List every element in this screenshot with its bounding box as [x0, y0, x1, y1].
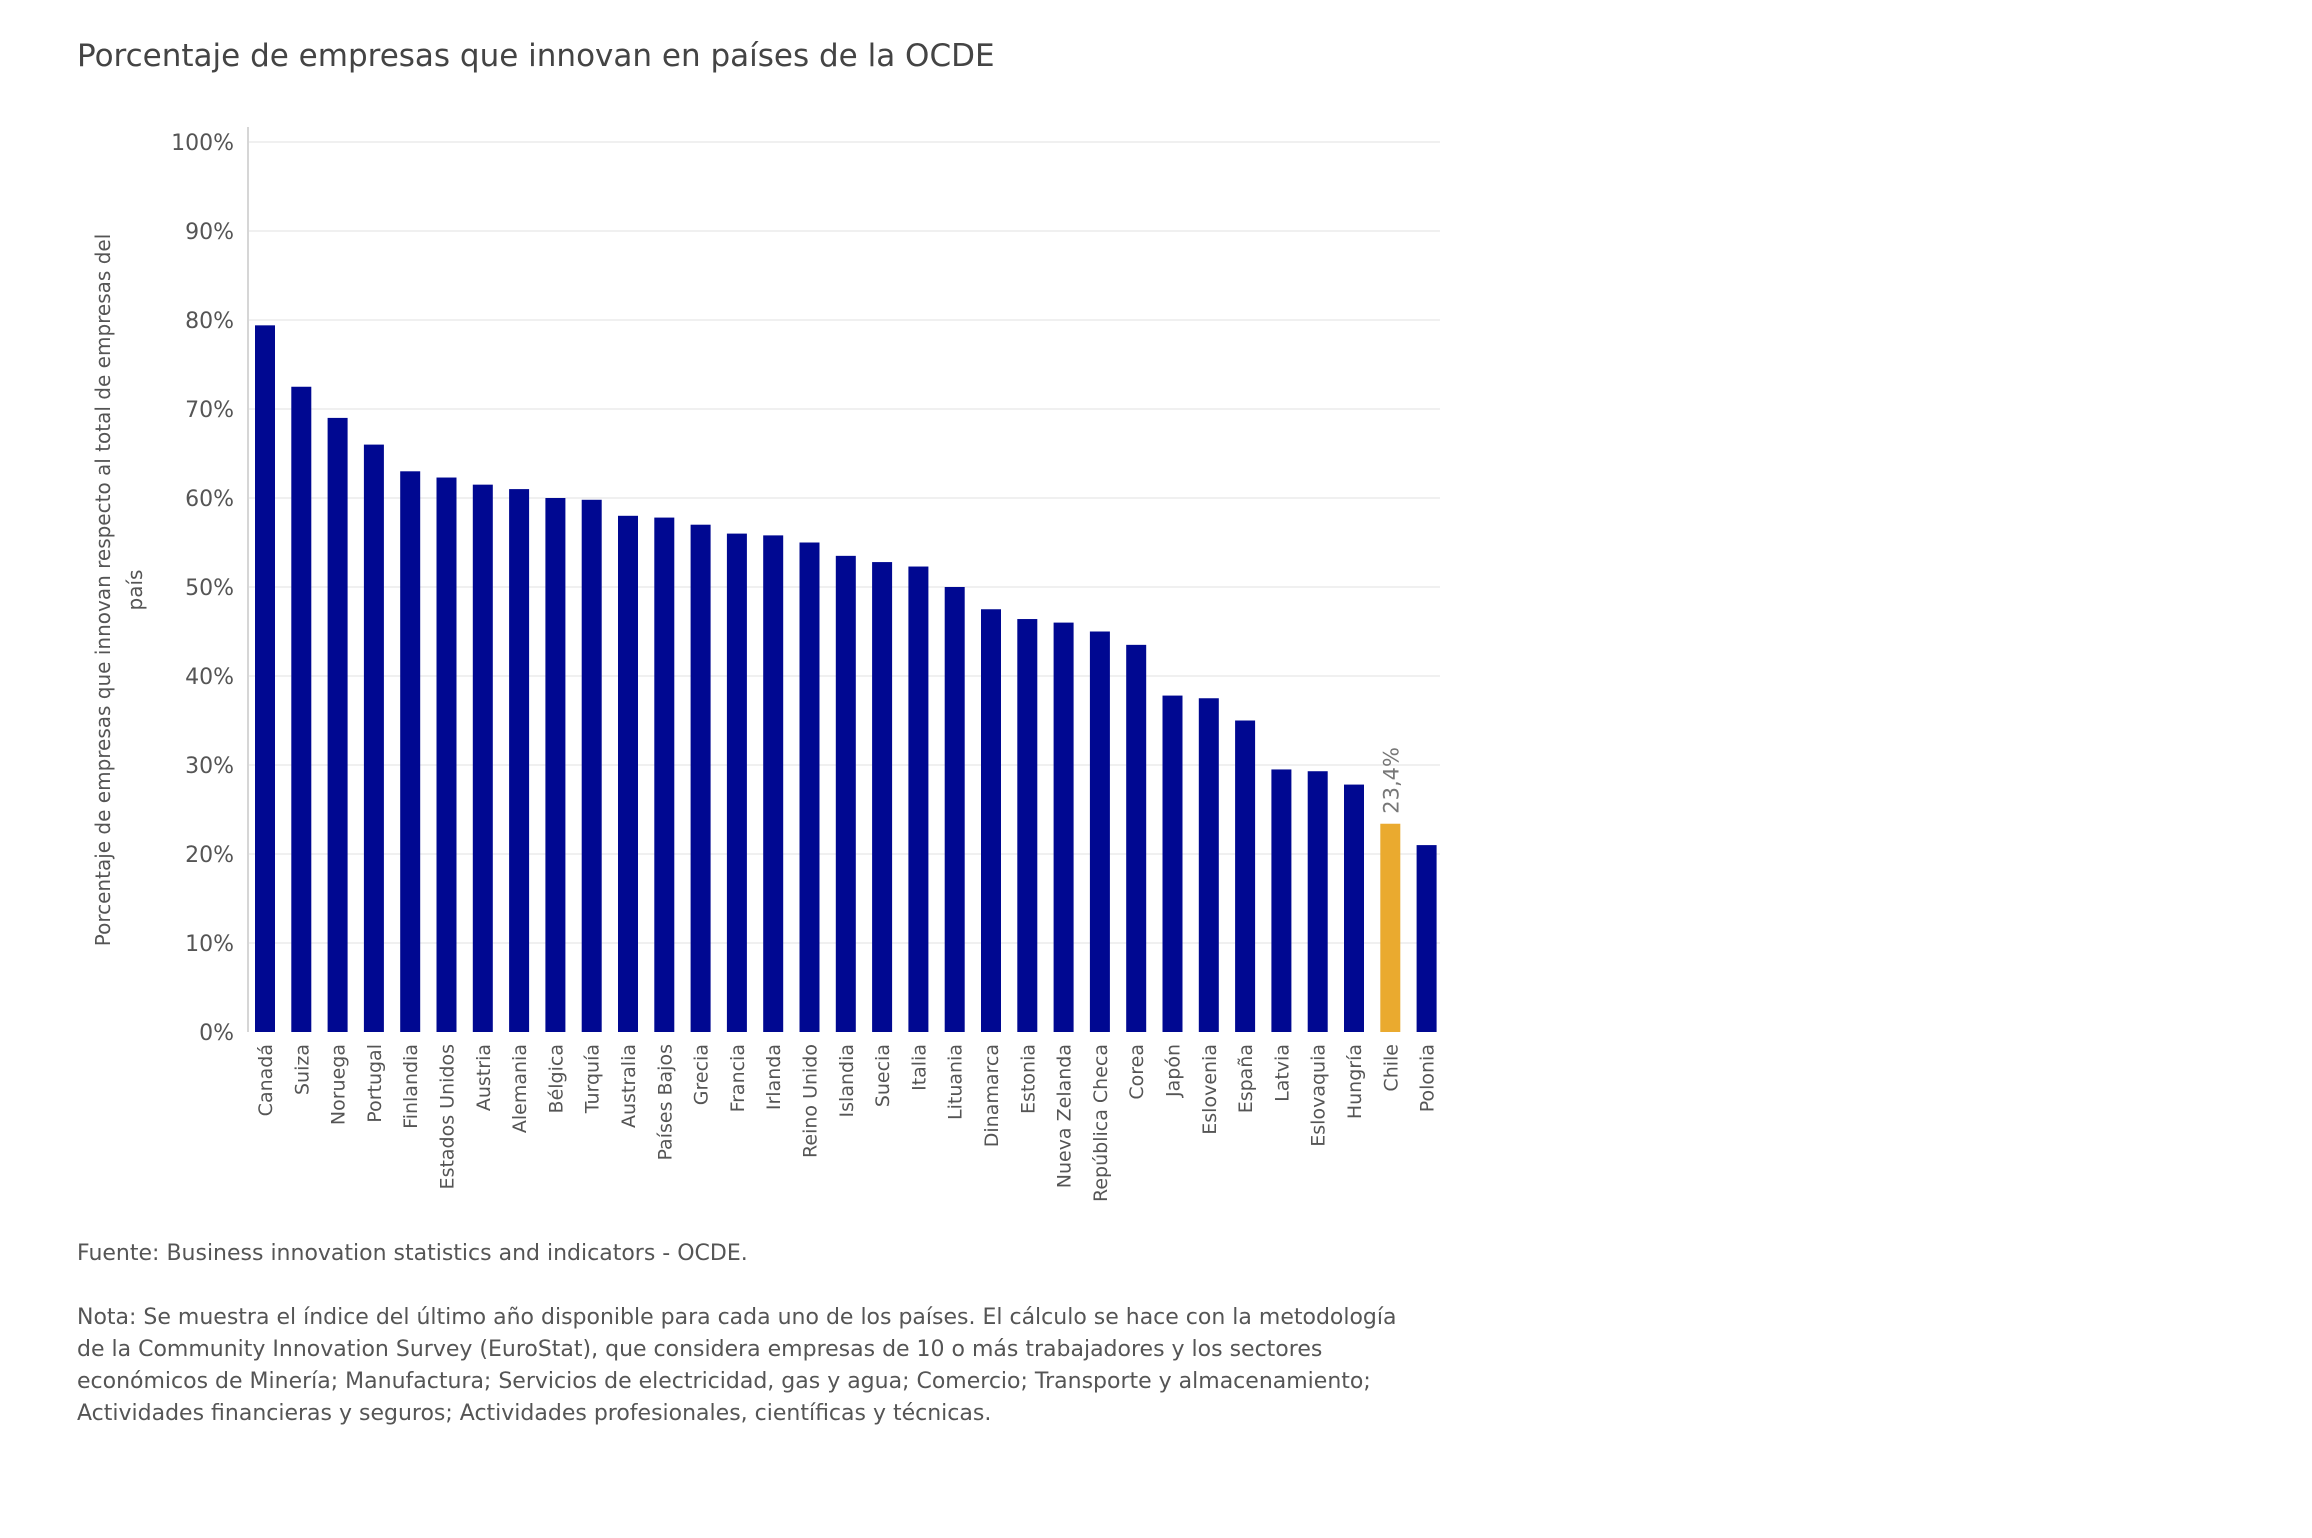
bar[interactable]: [690, 524, 711, 1032]
x-tick-label: Estonia: [1017, 1044, 1039, 1114]
bar[interactable]: [1162, 695, 1183, 1032]
x-tick-label: Estados Unidos: [437, 1044, 459, 1189]
y-tick-label: 30%: [185, 754, 234, 779]
y-tick-label: 90%: [185, 220, 234, 245]
x-tick-label: Nueva Zelanda: [1054, 1044, 1076, 1188]
bar[interactable]: [1126, 644, 1147, 1032]
y-tick-label: 50%: [185, 576, 234, 601]
x-tick-label: Finlandia: [400, 1044, 422, 1129]
y-axis-label: Porcentaje de empresas que innovan respe…: [91, 234, 147, 946]
bar[interactable]: [1198, 698, 1219, 1032]
x-tick-label: Suiza: [291, 1044, 313, 1095]
y-tick-label: 70%: [185, 398, 234, 423]
x-tick-label: Polonia: [1417, 1044, 1439, 1112]
bar-data-label: 23,4%: [1379, 747, 1403, 814]
x-tick-label: Turquía: [582, 1044, 604, 1114]
x-tick-label: Hungría: [1344, 1044, 1366, 1119]
bar[interactable]: [291, 386, 312, 1032]
x-tick-label: Grecia: [691, 1044, 713, 1105]
x-axis-ticks: Canadá Suiza Noruega Portugal Finlandia Estad…: [255, 1044, 1439, 1202]
y-tick-label: 80%: [185, 309, 234, 334]
x-tick-label: Portugal: [364, 1044, 386, 1123]
chart-title: Porcentaje de empresas que innovan en pa…: [77, 38, 995, 74]
bar[interactable]: [327, 417, 348, 1032]
x-tick-label: Australia: [618, 1044, 640, 1128]
x-tick-label: Japón: [1163, 1044, 1185, 1098]
bar[interactable]: [436, 477, 457, 1032]
x-tick-label: República Checa: [1090, 1044, 1112, 1202]
bar[interactable]: [1271, 769, 1292, 1032]
y-tick-label: 100%: [171, 131, 234, 156]
methodology-note: Nota: Se muestra el índice del último añ…: [77, 1305, 1397, 1426]
y-tick-label: 0%: [199, 1021, 234, 1046]
bar[interactable]: [1089, 631, 1110, 1033]
x-tick-label: Eslovenia: [1199, 1044, 1221, 1135]
x-tick-label: Latvia: [1271, 1044, 1293, 1102]
x-tick-label: Dinamarca: [981, 1044, 1003, 1147]
y-tick-label: 10%: [185, 932, 234, 957]
x-tick-label: Chile: [1380, 1044, 1402, 1092]
x-tick-label: Países Bajos: [654, 1044, 676, 1161]
source-note: Fuente: Business innovation statistics a…: [77, 1241, 748, 1266]
bar[interactable]: [509, 489, 530, 1033]
x-tick-label: Corea: [1126, 1044, 1148, 1100]
bar[interactable]: [363, 444, 384, 1033]
y-tick-label: 60%: [185, 487, 234, 512]
bar[interactable]: [1307, 771, 1328, 1032]
bar[interactable]: [255, 325, 275, 1033]
bar[interactable]: [545, 498, 566, 1032]
bar[interactable]: [1344, 784, 1364, 1032]
x-tick-label: Islandia: [836, 1044, 858, 1117]
bar[interactable]: [944, 587, 965, 1032]
bar[interactable]: [1017, 619, 1038, 1032]
x-tick-label: Eslovaquia: [1308, 1044, 1330, 1147]
bar[interactable]: [981, 609, 1001, 1032]
bar[interactable]: [400, 471, 421, 1032]
bar[interactable]: [908, 566, 929, 1032]
x-tick-label: Reino Unido: [800, 1044, 822, 1158]
bar[interactable]: [581, 499, 602, 1032]
bar[interactable]: [1053, 622, 1074, 1032]
bar[interactable]: [654, 517, 675, 1032]
y-axis-ticks: 0% 10% 20% 30% 40% 50% 60% 70% 80% 90% 100%: [171, 131, 234, 1046]
x-tick-label: España: [1235, 1044, 1257, 1113]
bar[interactable]: [872, 562, 893, 1032]
bar[interactable]: [1235, 720, 1256, 1033]
x-tick-label: Austria: [473, 1044, 495, 1111]
x-tick-label: Bélgica: [545, 1044, 567, 1113]
bar[interactable]: [763, 535, 784, 1032]
bar[interactable]: [1416, 845, 1437, 1032]
bar[interactable]: [835, 555, 856, 1032]
bar-highlight[interactable]: [1380, 823, 1401, 1032]
bars: 23,4%: [255, 325, 1437, 1033]
y-tick-label: 40%: [185, 665, 234, 690]
bar[interactable]: [618, 515, 638, 1032]
y-tick-label: 20%: [185, 843, 234, 868]
x-tick-label: Lituania: [945, 1044, 967, 1120]
x-tick-label: Canadá: [255, 1044, 277, 1116]
x-tick-label: Italia: [908, 1044, 930, 1091]
bar[interactable]: [799, 542, 820, 1033]
x-tick-label: Suecia: [872, 1044, 894, 1107]
x-tick-label: Alemania: [509, 1044, 531, 1133]
bar[interactable]: [726, 533, 747, 1032]
x-tick-label: Francia: [727, 1044, 749, 1112]
footnotes: Fuente: Business innovation statistics a…: [77, 1238, 1407, 1430]
x-tick-label: Irlanda: [763, 1044, 785, 1110]
bar[interactable]: [472, 484, 493, 1032]
x-tick-label: Noruega: [328, 1044, 350, 1125]
